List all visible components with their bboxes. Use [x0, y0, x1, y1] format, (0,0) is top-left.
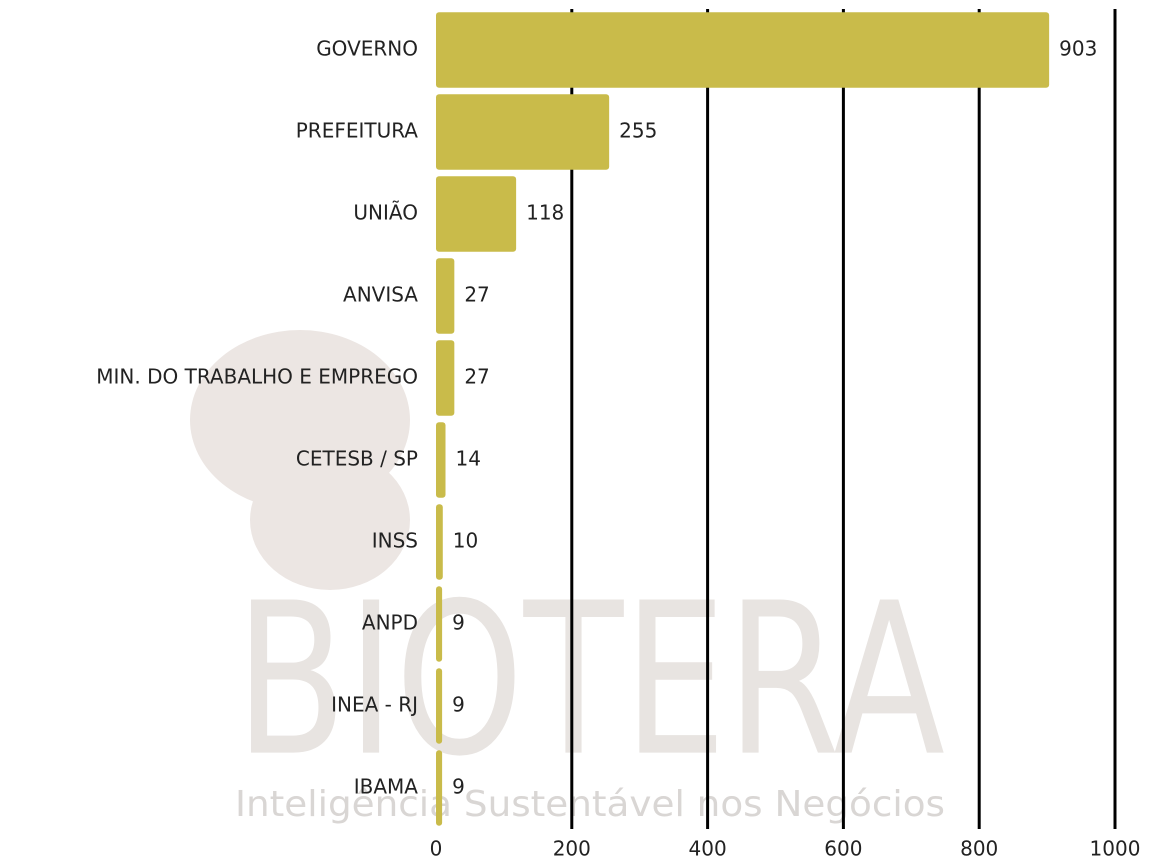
bar	[436, 586, 443, 662]
bar	[436, 422, 446, 498]
y-tick-label: GOVERNO	[316, 37, 418, 61]
y-tick-label: ANVISA	[343, 283, 418, 307]
watermark-subtitle: Inteligência Sustentável nos Negócios	[235, 784, 945, 825]
bar	[436, 340, 455, 416]
y-tick-label: INSS	[372, 529, 418, 553]
bar	[436, 12, 1050, 88]
x-tick-label: 800	[960, 837, 998, 861]
bar	[436, 668, 443, 744]
x-tick-label: 600	[824, 837, 862, 861]
value-label: 118	[526, 201, 564, 225]
y-tick-label: INEA - RJ	[331, 693, 418, 717]
y-tick-label: PREFEITURA	[296, 119, 419, 143]
y-tick-label: CETESB / SP	[296, 447, 418, 471]
watermark-tree	[250, 450, 410, 590]
value-label: 27	[464, 283, 489, 307]
value-label: 9	[452, 775, 465, 799]
bar	[436, 258, 455, 334]
value-label: 9	[452, 693, 465, 717]
watermark-title: BIOTERA	[235, 558, 945, 803]
y-tick-label: ANPD	[362, 611, 418, 635]
y-tick-label: MIN. DO TRABALHO E EMPREGO	[96, 365, 418, 389]
bar	[436, 504, 443, 580]
value-label: 10	[453, 529, 478, 553]
y-tick-label: UNIÃO	[353, 201, 418, 225]
bar	[436, 176, 517, 252]
value-label: 903	[1059, 37, 1097, 61]
x-tick-label: 0	[430, 837, 443, 861]
value-label: 14	[456, 447, 481, 471]
bar	[436, 750, 443, 826]
value-label: 27	[464, 365, 489, 389]
x-tick-label: 1000	[1090, 837, 1141, 861]
watermark: BIOTERA Inteligência Sustentável nos Neg…	[190, 330, 945, 825]
value-label: 9	[452, 611, 465, 635]
x-tick-label: 200	[553, 837, 591, 861]
value-label: 255	[619, 119, 657, 143]
bar	[436, 94, 610, 170]
x-tick-label: 400	[689, 837, 727, 861]
y-tick-label: IBAMA	[354, 775, 419, 799]
